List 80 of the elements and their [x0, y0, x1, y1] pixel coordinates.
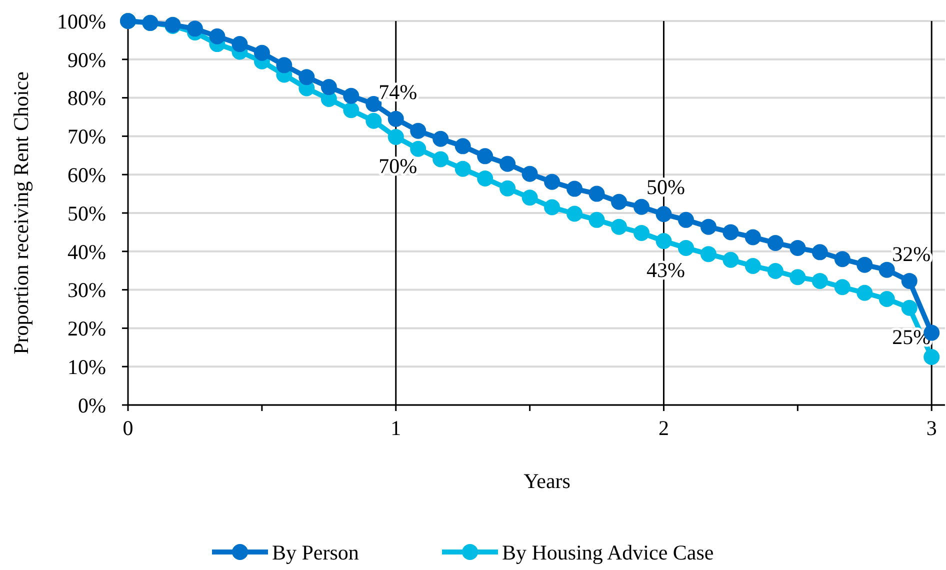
y-tick-label: 100%	[57, 9, 106, 34]
point	[767, 234, 784, 251]
y-tick-label: 10%	[68, 354, 106, 379]
x-axis-title: Years	[524, 469, 570, 493]
legend-label: By Housing Advice Case	[502, 540, 714, 564]
y-tick-label: 20%	[68, 316, 106, 341]
point	[320, 79, 337, 96]
point	[522, 190, 538, 206]
point	[834, 279, 850, 296]
y-tick-label: 80%	[68, 86, 106, 110]
point	[678, 212, 694, 228]
point	[454, 160, 471, 177]
point	[410, 140, 426, 157]
point	[924, 349, 940, 365]
point	[700, 246, 716, 262]
point	[232, 36, 248, 52]
point	[634, 198, 650, 215]
point	[588, 186, 605, 202]
point	[722, 252, 739, 268]
point	[566, 206, 583, 222]
point	[432, 151, 449, 168]
point	[790, 269, 806, 286]
point	[254, 44, 270, 61]
point	[588, 212, 605, 228]
point	[366, 96, 382, 112]
point	[343, 102, 360, 118]
point	[366, 112, 382, 129]
point	[500, 156, 516, 172]
point	[878, 262, 895, 278]
point	[343, 88, 360, 104]
point	[901, 272, 918, 289]
y-tick-label: 40%	[68, 240, 106, 264]
legend-label: By Person	[272, 540, 360, 564]
point	[209, 28, 226, 44]
point	[812, 244, 828, 260]
y-tick-label: 0%	[78, 393, 106, 418]
point	[544, 174, 560, 190]
point	[634, 224, 650, 241]
point	[700, 218, 716, 235]
x-tick-label: 0	[122, 416, 134, 440]
point	[878, 291, 895, 308]
point	[812, 272, 828, 289]
point	[388, 128, 404, 145]
point	[432, 130, 449, 147]
point	[856, 284, 873, 301]
point	[856, 256, 873, 273]
point	[901, 300, 918, 316]
point	[186, 20, 203, 37]
point	[544, 199, 560, 216]
point	[454, 138, 471, 154]
point	[790, 240, 806, 256]
point	[522, 166, 538, 182]
point	[410, 122, 426, 139]
point	[611, 218, 628, 235]
point	[276, 57, 292, 74]
point	[656, 206, 672, 222]
x-tick-label: 2	[658, 416, 669, 440]
point	[611, 194, 628, 210]
y-tick-label: 50%	[68, 201, 106, 226]
data-label: 32%	[892, 242, 931, 266]
y-tick-label: 30%	[68, 278, 106, 302]
point	[834, 251, 850, 268]
point	[298, 69, 315, 86]
point	[744, 258, 761, 274]
point	[678, 240, 694, 256]
point	[388, 110, 404, 127]
x-tick-label: 1	[390, 416, 402, 440]
y-tick-label: 60%	[68, 162, 106, 187]
point	[656, 233, 672, 250]
point	[500, 180, 516, 196]
point	[477, 148, 494, 164]
point	[744, 229, 761, 246]
x-tick-label: 3	[926, 416, 937, 440]
y-tick-label: 70%	[68, 124, 106, 149]
y-tick-label: 90%	[68, 48, 106, 72]
point	[477, 170, 494, 186]
y-axis-title: Proportion receiving Rent Choice	[9, 72, 33, 354]
point	[722, 224, 739, 240]
point	[767, 262, 784, 279]
point	[566, 180, 583, 197]
